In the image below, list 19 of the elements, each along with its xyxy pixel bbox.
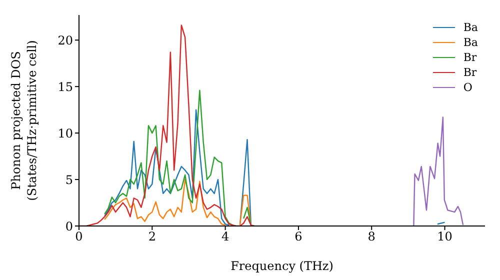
legend-label: Br	[463, 66, 477, 79]
y-tick-label: 0	[65, 219, 73, 234]
line-series	[413, 116, 464, 226]
y-tick-label: 15	[58, 80, 73, 94]
legend-label: Ba	[463, 36, 478, 49]
x-tick-label: 8	[368, 230, 376, 244]
x-axis-title: Frequency (THz)	[230, 259, 334, 273]
x-tick-label: 6	[294, 230, 302, 244]
y-axis-title: Phonon projected DOS (States/THz·primitive cell)	[9, 40, 39, 201]
x-tick-label: 0	[75, 230, 83, 244]
legend-label: Br	[463, 51, 477, 64]
x-tick-label: 2	[148, 230, 156, 244]
x-tick-label: 10	[437, 230, 452, 244]
legend-label: Ba	[463, 21, 478, 34]
y-tick-label: 20	[58, 33, 73, 48]
x-tick-label: 4	[221, 230, 230, 244]
legend-label: O	[463, 81, 472, 94]
y-tick-label: 10	[58, 126, 73, 140]
y-tick-label: 5	[65, 172, 73, 187]
